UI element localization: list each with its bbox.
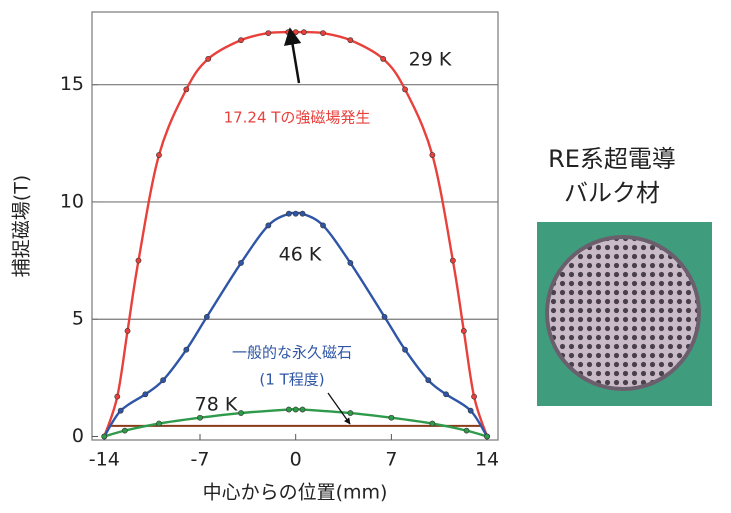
data-point	[122, 428, 127, 433]
x-axis-label: 中心からの位置(mm)	[203, 482, 388, 504]
data-point	[286, 211, 291, 216]
data-point	[118, 408, 123, 413]
data-point	[238, 38, 243, 43]
data-point	[184, 87, 189, 92]
data-point	[293, 211, 298, 216]
x-tick-label: -7	[191, 449, 210, 471]
data-point	[238, 260, 243, 265]
data-point	[443, 392, 448, 397]
panel-title: バルク材	[564, 179, 660, 207]
data-point	[160, 378, 165, 383]
series-label: 78 K	[195, 394, 238, 416]
x-tick-label: 0	[290, 449, 302, 471]
data-point	[293, 407, 298, 412]
y-tick-label: 15	[60, 73, 84, 95]
data-point	[320, 223, 325, 228]
x-tick-label: 7	[385, 449, 397, 471]
data-point	[389, 415, 394, 420]
data-point	[348, 260, 353, 265]
data-point	[115, 394, 120, 399]
panel-title: RE系超電導	[548, 145, 676, 173]
data-point	[197, 415, 202, 420]
data-point	[238, 410, 243, 415]
data-point	[461, 328, 466, 333]
data-point	[102, 434, 107, 439]
data-point	[382, 314, 387, 319]
data-point	[471, 394, 476, 399]
data-point	[430, 152, 435, 157]
annotation: 17.24 Tの強磁場発生	[224, 109, 371, 127]
data-point	[206, 56, 211, 61]
data-point	[402, 347, 407, 352]
y-tick-label: 5	[72, 308, 84, 330]
data-point	[426, 378, 431, 383]
data-point	[286, 407, 291, 412]
data-point	[184, 347, 189, 352]
series-label: 29 K	[409, 49, 452, 71]
data-point	[266, 223, 271, 228]
annotation: (1 T程度)	[259, 371, 324, 389]
data-point	[320, 31, 325, 36]
x-tick-label: 14	[475, 449, 499, 471]
data-point	[136, 258, 141, 263]
y-tick-label: 0	[72, 425, 84, 447]
data-point	[464, 428, 469, 433]
data-point	[430, 421, 435, 426]
data-point	[450, 258, 455, 263]
series-label: 46 K	[279, 244, 322, 266]
data-point	[293, 30, 298, 35]
y-tick-label: 10	[60, 190, 84, 212]
photo-disk	[549, 239, 697, 387]
data-point	[348, 410, 353, 415]
data-point	[301, 30, 306, 35]
annotation: 一般的な永久磁石	[232, 344, 352, 362]
data-point	[300, 407, 305, 412]
data-point	[204, 314, 209, 319]
data-point	[402, 87, 407, 92]
data-point	[300, 211, 305, 216]
x-tick-label: -14	[89, 449, 120, 471]
data-point	[143, 392, 148, 397]
data-point	[381, 56, 386, 61]
data-point	[125, 328, 130, 333]
data-point	[156, 421, 161, 426]
y-axis-label: 捕捉磁場(T)	[11, 175, 33, 277]
data-point	[484, 434, 489, 439]
figure: 0 5 10 15 -14 -7 0 7 14 29 K 46 K 78 K 17.24 Tの強磁場発生…	[0, 0, 731, 509]
data-point	[348, 38, 353, 43]
data-point	[468, 408, 473, 413]
data-point	[156, 152, 161, 157]
data-point	[266, 31, 271, 36]
